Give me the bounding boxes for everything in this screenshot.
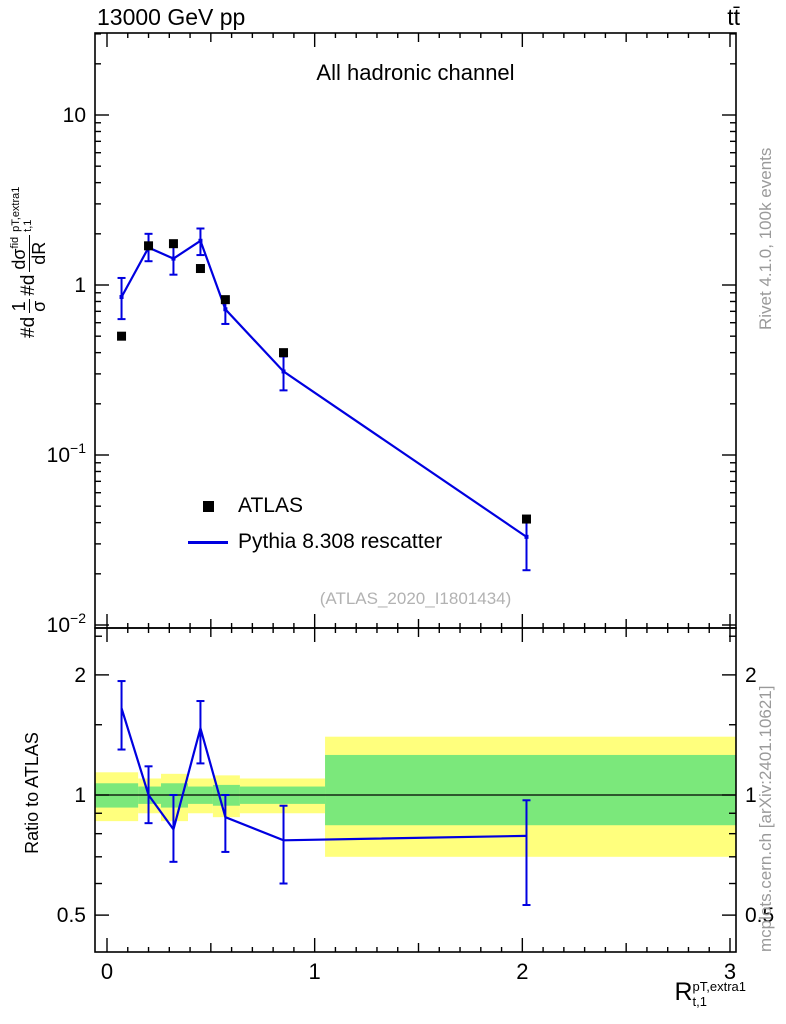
x-label-base: R: [674, 978, 693, 1007]
ratio-axis-label: Ratio to ATLAS: [22, 732, 42, 854]
channel-title: All hadronic channel: [316, 60, 515, 85]
x-axis-label: R pT,extra1 t,1: [674, 978, 746, 1008]
svg-text:10: 10: [63, 104, 86, 127]
y-label-hash-d-1: #d: [18, 316, 40, 338]
legend: ATLAS Pythia 8.308 rescatter: [186, 488, 442, 560]
green-band-segment: [325, 754, 736, 826]
atlas-data-points: [117, 239, 531, 524]
axis-tick-labels: 0 1 2 3 10 1 10−1 10−2 0.5 0.5 1 1 2 2: [47, 104, 775, 984]
atlas-point: [144, 241, 154, 251]
svg-text:0.5: 0.5: [57, 904, 86, 927]
panel-frames: [94, 32, 737, 953]
y-label-hash-d-2: #d: [18, 274, 40, 296]
atlas-point: [279, 348, 289, 358]
y-axis-label: #d 1 σ #d dσfid dR pT,extra1 t,1: [9, 30, 49, 338]
svg-text:2: 2: [745, 664, 757, 687]
x-label-supsub: pT,extra1 t,1: [692, 979, 746, 1009]
y-label-supsub: pT,extra1 t,1: [9, 186, 35, 232]
pythia-line-marker-icon: [186, 540, 230, 544]
svg-text:1: 1: [74, 784, 86, 807]
svg-text:1: 1: [309, 959, 321, 984]
svg-text:10−1: 10−1: [47, 440, 87, 467]
svg-text:0: 0: [101, 959, 113, 984]
svg-text:10−2: 10−2: [47, 610, 87, 637]
svg-text:2: 2: [516, 959, 528, 984]
legend-item-atlas: ATLAS: [186, 488, 442, 524]
rivet-version-label: Rivet 4.1.0, 100k events: [756, 147, 775, 330]
ratio-pythia-series: [117, 680, 531, 907]
mcplots-arxiv-label: mcplots.cern.ch [arXiv:2401.10621]: [756, 685, 775, 952]
process-title: tt̄: [727, 4, 740, 30]
atlas-square-marker-icon: [186, 500, 230, 512]
legend-label-pythia: Pythia 8.308 rescatter: [238, 530, 443, 553]
legend-item-pythia: Pythia 8.308 rescatter: [186, 524, 442, 560]
analysis-id-watermark: (ATLAS_2020_I1801434): [319, 589, 512, 608]
y-label-frac-dsigma-over-dr: dσfid dR: [9, 234, 49, 272]
y-label-frac-1-over-sigma: 1 σ: [9, 299, 49, 314]
atlas-point: [117, 331, 127, 341]
svg-text:2: 2: [74, 664, 86, 687]
axis-ticks: [95, 33, 736, 952]
atlas-point: [195, 264, 205, 274]
svg-text:0.5: 0.5: [745, 904, 774, 927]
atlas-point: [168, 239, 178, 249]
legend-label-atlas: ATLAS: [238, 494, 303, 517]
svg-text:1: 1: [74, 274, 86, 297]
beam-energy-title: 13000 GeV pp: [97, 4, 246, 30]
svg-text:3: 3: [724, 959, 736, 984]
atlas-point: [521, 514, 531, 524]
svg-text:1: 1: [745, 784, 757, 807]
atlas-point: [220, 295, 230, 305]
